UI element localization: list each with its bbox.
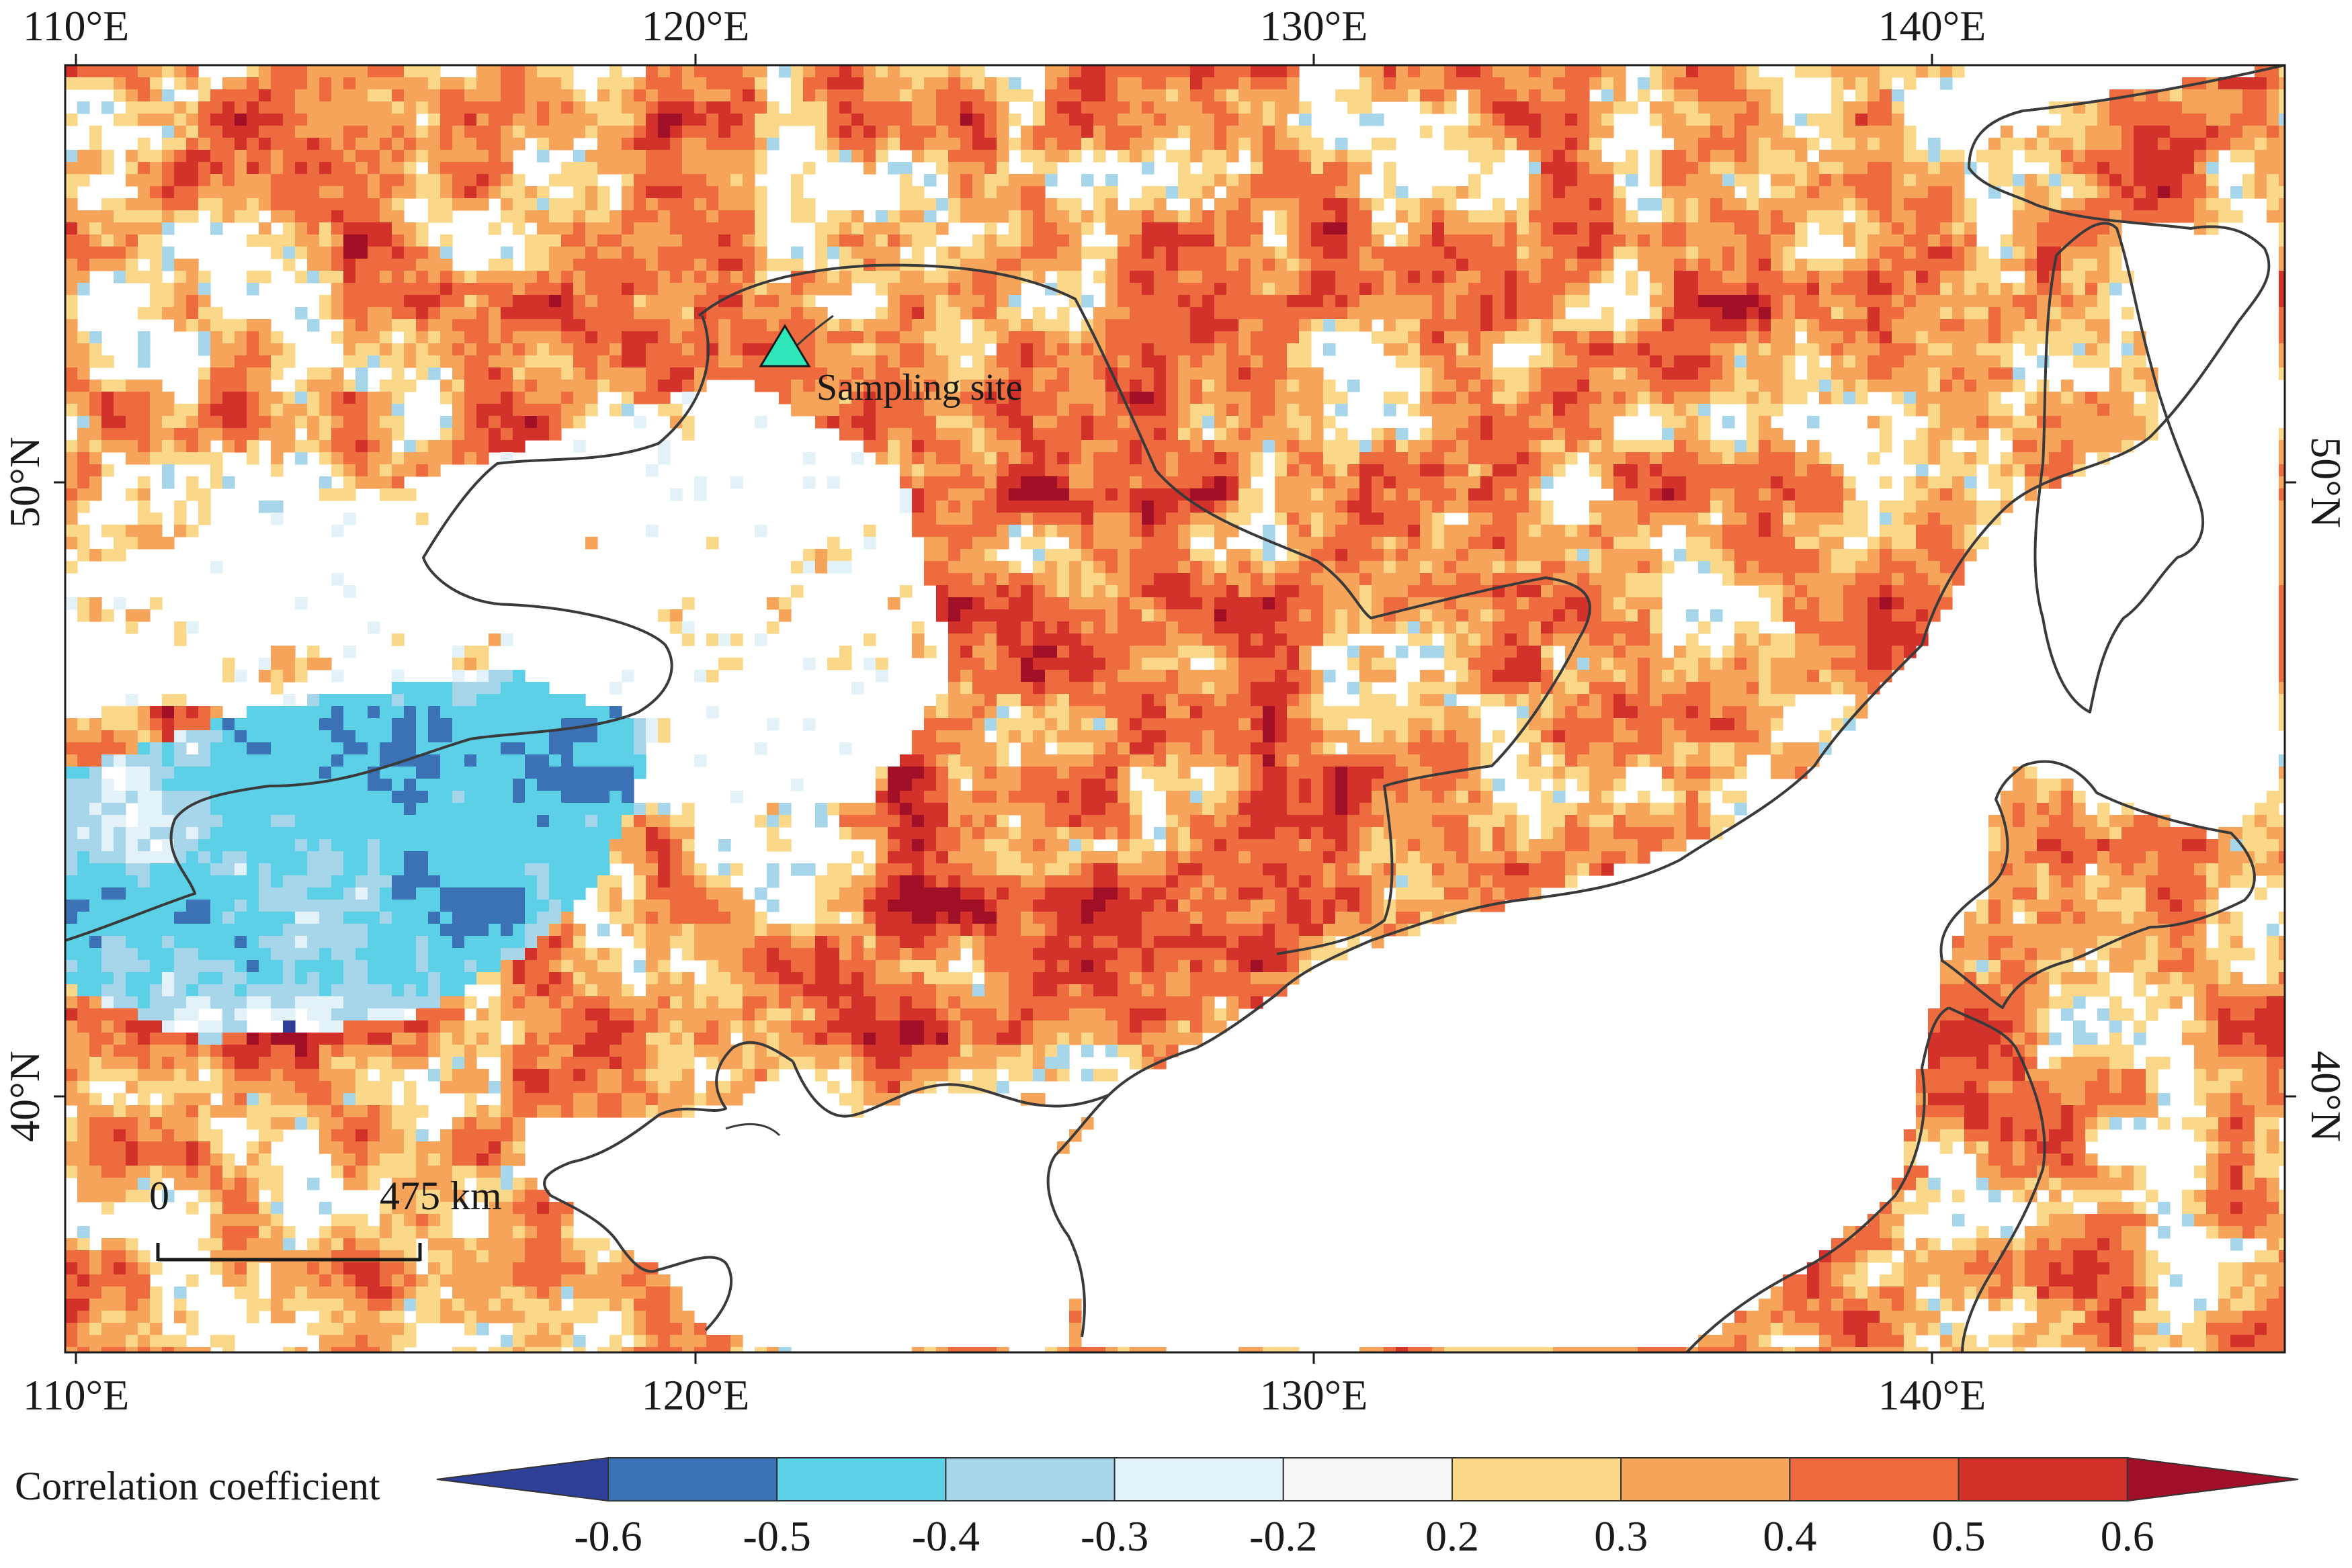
lat-label-50-right: 50°N [2302, 437, 2350, 528]
lon-label-110-bottom: 110°E [23, 1371, 129, 1419]
lon-label-140-top: 140°E [1878, 2, 1986, 50]
lat-label-50-left: 50°N [1, 437, 48, 528]
colorbar-tick-label: -0.2 [1249, 1512, 1317, 1560]
colorbar-segment [1959, 1458, 2128, 1501]
colorbar-segment [1621, 1458, 1790, 1501]
sampling-site-label: Sampling site [816, 367, 1022, 408]
colorbar-arrow-right [2128, 1458, 2298, 1501]
scale-bar-start: 0 [149, 1174, 169, 1218]
colorbar-segment [1790, 1458, 1958, 1501]
scale-bar-end: 475 km [380, 1174, 502, 1218]
colorbar-segment [777, 1458, 946, 1501]
lat-label-40-left: 40°N [1, 1051, 48, 1142]
lon-label-130-bottom: 130°E [1260, 1371, 1368, 1419]
colorbar-tick-label: -0.3 [1081, 1512, 1148, 1560]
lon-label-120-bottom: 120°E [642, 1371, 750, 1419]
lon-label-120-top: 120°E [642, 2, 750, 50]
colorbar-tick-label: 0.6 [2101, 1512, 2154, 1560]
colorbar-tick-label: 0.2 [1425, 1512, 1479, 1560]
lon-label-110-top: 110°E [23, 2, 129, 50]
colorbar-segment [1115, 1458, 1284, 1501]
colorbar-segment [1284, 1458, 1452, 1501]
lon-label-140-bottom: 140°E [1878, 1371, 1986, 1419]
colorbar-tick-label: -0.5 [743, 1512, 811, 1560]
colorbar-tick-label: -0.4 [912, 1512, 980, 1560]
colorbar-segment [608, 1458, 777, 1501]
colorbar-arrow-left [437, 1458, 608, 1501]
lon-label-130-top: 130°E [1260, 2, 1368, 50]
lat-label-40-right: 40°N [2302, 1051, 2350, 1142]
colorbar-segment [946, 1458, 1114, 1501]
colorbar-tick-label: 0.4 [1763, 1512, 1816, 1560]
colorbar [437, 1458, 2298, 1501]
colorbar-tick-label: 0.5 [1932, 1512, 1986, 1560]
colorbar-tick-label: 0.3 [1594, 1512, 1648, 1560]
colorbar-title: Correlation coefficient [15, 1464, 380, 1508]
colorbar-tick-label: -0.6 [574, 1512, 642, 1560]
colorbar-segment [1452, 1458, 1621, 1501]
